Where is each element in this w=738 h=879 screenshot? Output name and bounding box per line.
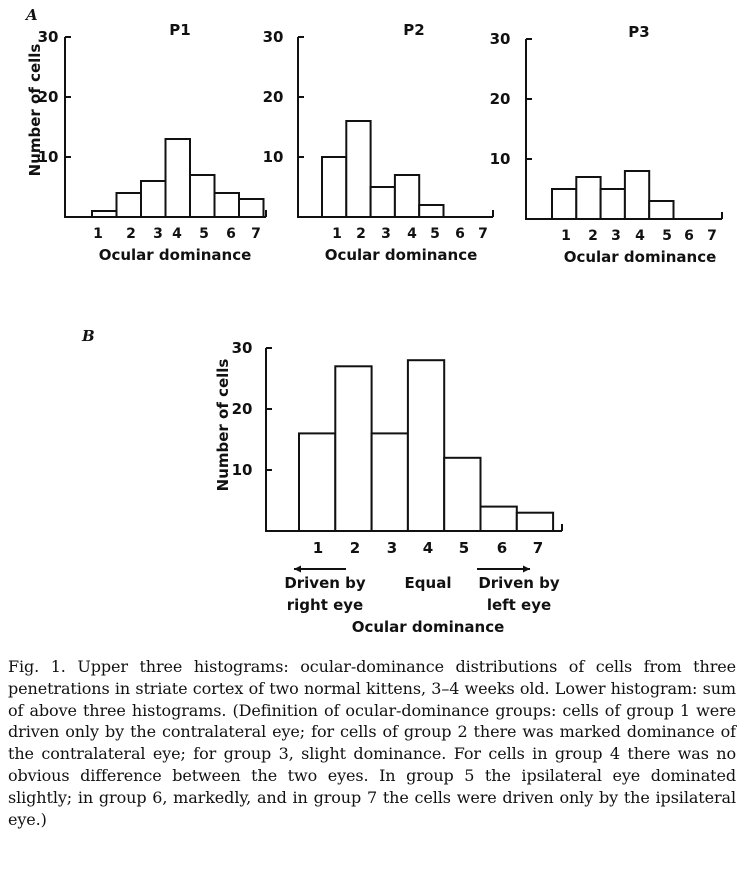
x-axis-label: Ocular dominance bbox=[99, 246, 252, 264]
x-tick-label: 7 bbox=[533, 539, 543, 557]
x-tick-label: 2 bbox=[350, 539, 360, 557]
x-tick-label: 5 bbox=[662, 228, 672, 244]
bar-group-7 bbox=[238, 198, 265, 218]
x-tick-label: 6 bbox=[497, 539, 507, 557]
bar-group-2 bbox=[575, 176, 602, 220]
x-axis-label: Ocular dominance bbox=[352, 618, 505, 636]
bar-group-1 bbox=[298, 432, 337, 532]
arrow-head-left bbox=[294, 565, 301, 573]
histogram-p3: P3 Ocular dominance 10 20 30 1 2 3 4 5 6 7 bbox=[490, 23, 723, 266]
x-tick-label: 4 bbox=[423, 539, 433, 557]
bar-group-2 bbox=[334, 365, 373, 532]
x-tick-label: 6 bbox=[226, 226, 236, 242]
x-tick-label: 7 bbox=[478, 226, 488, 242]
annotation-equal: Equal bbox=[405, 574, 452, 592]
y-tick-label: 10 bbox=[38, 148, 59, 166]
bar-group-1 bbox=[321, 156, 348, 218]
bar-group-5 bbox=[648, 200, 675, 220]
y-tick-label: 20 bbox=[38, 88, 59, 106]
x-tick-label: 3 bbox=[381, 226, 391, 242]
figure-caption: Fig. 1. Upper three histograms: ocular-d… bbox=[8, 657, 736, 829]
y-axis-label: Number of cells bbox=[214, 359, 232, 492]
y-tick-label: 10 bbox=[490, 150, 511, 168]
bar-group-3 bbox=[599, 188, 626, 220]
chart-title-p3: P3 bbox=[628, 23, 649, 41]
bar-group-4 bbox=[406, 359, 446, 533]
bar-group-5 bbox=[418, 204, 445, 218]
bar-group-5 bbox=[189, 174, 216, 218]
x-axis-label: Ocular dominance bbox=[564, 248, 717, 266]
chart-title-p1: P1 bbox=[169, 21, 190, 39]
x-tick-label: 1 bbox=[93, 226, 103, 242]
histogram-sum: Number of cells Driven by right eye Equa… bbox=[214, 339, 563, 636]
panel-label-a: A bbox=[24, 6, 38, 24]
y-tick-label: 20 bbox=[232, 400, 253, 418]
y-tick-label: 30 bbox=[232, 339, 253, 357]
x-tick-label: 2 bbox=[356, 226, 366, 242]
bar-group-3 bbox=[369, 186, 396, 218]
x-tick-label: 4 bbox=[635, 228, 645, 244]
y-axis-label: Number of cells bbox=[26, 44, 44, 177]
bar-group-2 bbox=[345, 120, 372, 218]
bar-group-1 bbox=[551, 188, 578, 220]
x-tick-label: 3 bbox=[387, 539, 397, 557]
x-tick-label: 2 bbox=[126, 226, 136, 242]
histogram-p1: P1 Number of cells Ocular dominance 10 20… bbox=[26, 21, 267, 264]
bar-group-6 bbox=[213, 192, 240, 218]
x-tick-label: 2 bbox=[588, 228, 598, 244]
y-tick-label: 10 bbox=[263, 148, 284, 166]
bar-group-1 bbox=[91, 210, 118, 218]
bar-group-7 bbox=[515, 511, 555, 533]
y-tick-label: 30 bbox=[263, 28, 284, 46]
panel-label-b: B bbox=[81, 327, 95, 345]
x-tick-label: 3 bbox=[153, 226, 163, 242]
y-tick-label: 20 bbox=[490, 90, 511, 108]
x-tick-label: 6 bbox=[455, 226, 465, 242]
x-tick-label: 6 bbox=[684, 228, 694, 244]
annotation-driven-left-1: Driven by bbox=[478, 574, 560, 592]
x-tick-label: 4 bbox=[407, 226, 417, 242]
x-tick-label: 5 bbox=[430, 226, 440, 242]
y-tick-label: 10 bbox=[232, 461, 253, 479]
bar-group-4 bbox=[393, 174, 421, 218]
x-tick-label: 4 bbox=[172, 226, 182, 242]
annotation-driven-left-2: left eye bbox=[487, 596, 551, 614]
x-tick-label: 3 bbox=[611, 228, 621, 244]
arrow-head-right bbox=[523, 565, 530, 573]
annotation-driven-right-2: right eye bbox=[287, 596, 363, 614]
histogram-p2: P2 Ocular dominance 10 20 30 1 2 3 4 5 6 7 bbox=[263, 21, 494, 264]
x-tick-label: 5 bbox=[199, 226, 209, 242]
bar-group-6 bbox=[479, 505, 518, 533]
y-tick-label: 30 bbox=[38, 28, 59, 46]
x-tick-label: 5 bbox=[459, 539, 469, 557]
y-tick-label: 30 bbox=[490, 30, 511, 48]
figure-canvas: A B P1 Number of cells Ocular dominance … bbox=[24, 6, 723, 636]
chart-title-p2: P2 bbox=[403, 21, 424, 39]
bar-group-2 bbox=[115, 192, 142, 218]
bar-group-3 bbox=[370, 432, 409, 532]
x-tick-label: 7 bbox=[707, 228, 717, 244]
x-tick-label: 1 bbox=[561, 228, 571, 244]
bar-group-3 bbox=[140, 180, 167, 218]
x-tick-label: 7 bbox=[251, 226, 261, 242]
x-tick-label: 1 bbox=[332, 226, 342, 242]
x-tick-label: 1 bbox=[313, 539, 323, 557]
bar-group-4 bbox=[623, 170, 651, 220]
annotation-driven-right-1: Driven by bbox=[284, 574, 366, 592]
x-axis-label: Ocular dominance bbox=[325, 246, 478, 264]
y-tick-label: 20 bbox=[263, 88, 284, 106]
bar-group-5 bbox=[443, 456, 482, 532]
bar-group-4 bbox=[164, 138, 191, 218]
